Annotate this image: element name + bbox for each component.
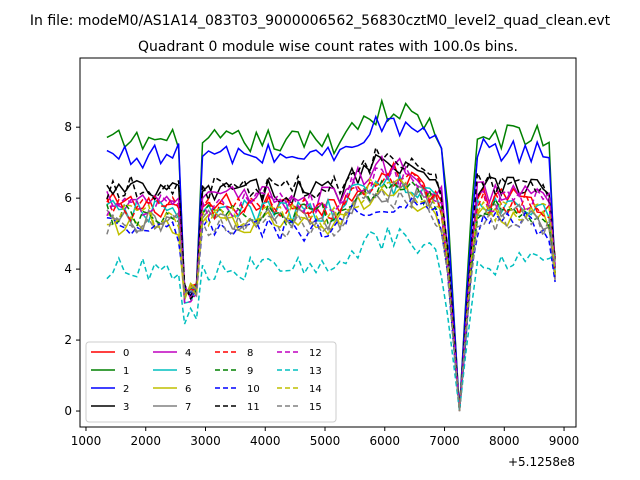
x-offset-label: +5.1258e8 [508, 455, 575, 469]
legend-label-6: 6 [185, 384, 191, 395]
y-axis: 0 2 4 6 8 [64, 120, 80, 418]
chart-title: Quadrant 0 module wise count rates with … [138, 39, 518, 55]
legend-label-5: 5 [185, 366, 191, 377]
series-line-8 [106, 170, 556, 412]
legend-label-14: 14 [309, 384, 322, 395]
series-line-11 [106, 145, 556, 412]
series-line-15 [106, 188, 556, 412]
legend-label-13: 13 [309, 366, 322, 377]
legend-label-11: 11 [247, 402, 260, 413]
legend-label-7: 7 [185, 402, 191, 413]
legend-label-3: 3 [123, 402, 129, 413]
x-tick-label: 7000 [429, 434, 460, 448]
legend-label-2: 2 [123, 384, 129, 395]
x-tick-label: 1000 [71, 434, 102, 448]
legend-label-15: 15 [309, 402, 322, 413]
series-line-4 [106, 154, 556, 412]
y-tick-label: 6 [64, 191, 72, 205]
legend-label-0: 0 [123, 348, 129, 359]
figure-suptitle: In file: modeM0/AS1A14_083T03_9000006562… [30, 13, 611, 29]
series-lines [106, 97, 556, 412]
x-tick-label: 4000 [250, 434, 281, 448]
legend-label-1: 1 [123, 366, 129, 377]
x-axis: 1000 2000 3000 4000 5000 6000 7000 8000 9000 [71, 427, 580, 448]
y-tick-label: 8 [64, 120, 72, 134]
x-tick-label: 9000 [549, 434, 580, 448]
x-tick-label: 2000 [130, 434, 161, 448]
legend-label-10: 10 [247, 384, 260, 395]
y-tick-label: 2 [64, 333, 72, 347]
x-tick-label: 5000 [310, 434, 341, 448]
legend-box [85, 341, 337, 423]
legend-label-9: 9 [247, 366, 253, 377]
x-tick-label: 8000 [489, 434, 520, 448]
series-line-2 [106, 114, 556, 412]
plot-frame [79, 57, 577, 428]
legend-label-8: 8 [247, 348, 253, 359]
x-tick-label: 6000 [369, 434, 400, 448]
y-tick-label: 0 [64, 404, 72, 418]
legend-label-4: 4 [185, 348, 191, 359]
series-line-13 [106, 224, 556, 412]
y-tick-label: 4 [64, 262, 72, 276]
legend-label-12: 12 [309, 348, 322, 359]
x-tick-label: 3000 [190, 434, 221, 448]
